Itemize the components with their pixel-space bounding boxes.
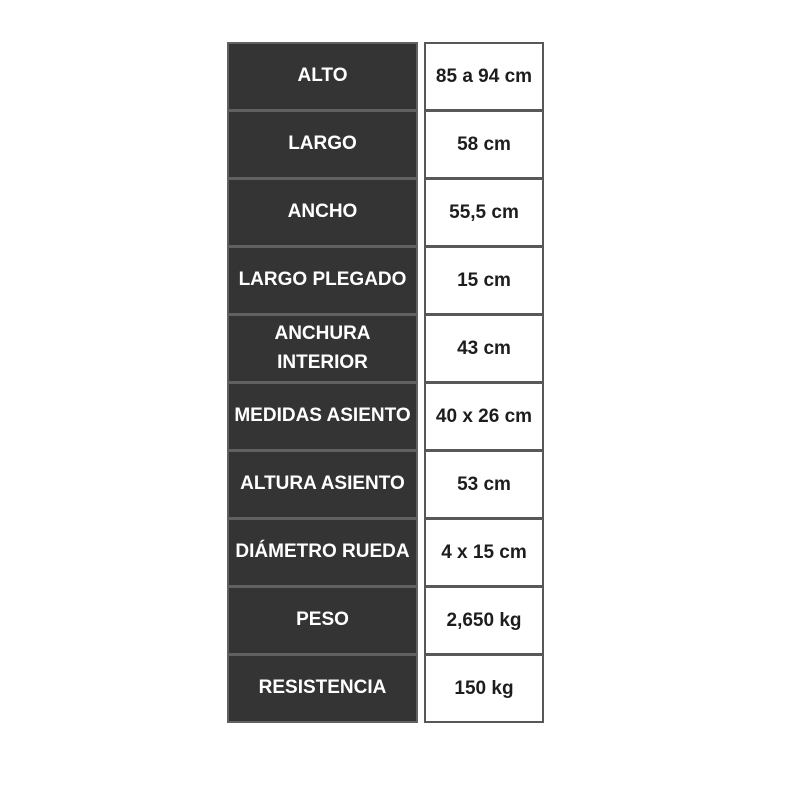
spec-table: ALTO LARGO ANCHO LARGO PLEGADO ANCHURA I… xyxy=(227,42,544,723)
spec-value-cell: 4 x 15 cm xyxy=(426,520,542,585)
spec-label-cell: ALTURA ASIENTO xyxy=(229,452,416,517)
spec-label-column: ALTO LARGO ANCHO LARGO PLEGADO ANCHURA I… xyxy=(227,42,418,723)
spec-label-cell: LARGO PLEGADO xyxy=(229,248,416,313)
spec-value-cell: 15 cm xyxy=(426,248,542,313)
spec-value-cell: 43 cm xyxy=(426,316,542,381)
spec-label-cell: ALTO xyxy=(229,44,416,109)
spec-value-cell: 150 kg xyxy=(426,656,542,721)
spec-value-cell: 55,5 cm xyxy=(426,180,542,245)
spec-value-cell: 85 a 94 cm xyxy=(426,44,542,109)
spec-value-cell: 2,650 kg xyxy=(426,588,542,653)
spec-value-cell: 53 cm xyxy=(426,452,542,517)
spec-value-column: 85 a 94 cm 58 cm 55,5 cm 15 cm 43 cm 40 … xyxy=(424,42,544,723)
spec-label-cell: ANCHURA INTERIOR xyxy=(229,316,416,381)
spec-value-cell: 40 x 26 cm xyxy=(426,384,542,449)
spec-label-cell: DIÁMETRO RUEDA xyxy=(229,520,416,585)
spec-label-cell: ANCHO xyxy=(229,180,416,245)
spec-label-cell: PESO xyxy=(229,588,416,653)
spec-label-cell: RESISTENCIA xyxy=(229,656,416,721)
spec-value-cell: 58 cm xyxy=(426,112,542,177)
spec-label-cell: LARGO xyxy=(229,112,416,177)
spec-label-cell: MEDIDAS ASIENTO xyxy=(229,384,416,449)
